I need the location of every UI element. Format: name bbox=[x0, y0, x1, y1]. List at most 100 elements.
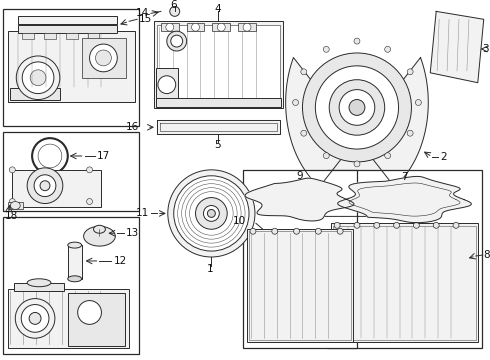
Polygon shape bbox=[286, 58, 428, 216]
Bar bbox=[157, 25, 280, 104]
Circle shape bbox=[323, 153, 329, 159]
Circle shape bbox=[196, 198, 227, 229]
Ellipse shape bbox=[84, 226, 115, 246]
Bar bbox=[14, 283, 64, 291]
Circle shape bbox=[339, 90, 375, 125]
Bar bbox=[161, 23, 179, 31]
Text: 13: 13 bbox=[126, 228, 140, 238]
Circle shape bbox=[96, 50, 111, 66]
Bar bbox=[8, 289, 129, 348]
Circle shape bbox=[16, 56, 60, 99]
Circle shape bbox=[170, 6, 180, 16]
Bar bbox=[44, 33, 56, 39]
Circle shape bbox=[32, 138, 68, 174]
Bar bbox=[88, 33, 99, 39]
Circle shape bbox=[414, 222, 419, 228]
Circle shape bbox=[302, 53, 412, 162]
Circle shape bbox=[171, 35, 183, 47]
Bar bbox=[333, 226, 476, 340]
Text: 6: 6 bbox=[171, 0, 177, 10]
Circle shape bbox=[301, 130, 307, 136]
Circle shape bbox=[374, 222, 380, 228]
Circle shape bbox=[349, 99, 365, 115]
Circle shape bbox=[34, 175, 56, 197]
Bar bbox=[156, 68, 178, 98]
Circle shape bbox=[250, 228, 256, 234]
Ellipse shape bbox=[27, 279, 51, 287]
Text: 14: 14 bbox=[136, 8, 149, 18]
Bar bbox=[82, 38, 126, 78]
Text: 17: 17 bbox=[97, 151, 110, 161]
Circle shape bbox=[329, 80, 385, 135]
Circle shape bbox=[158, 76, 176, 94]
Bar bbox=[249, 231, 351, 340]
Circle shape bbox=[174, 176, 249, 251]
Text: 15: 15 bbox=[139, 14, 152, 24]
Circle shape bbox=[293, 99, 298, 105]
Ellipse shape bbox=[10, 202, 20, 210]
Polygon shape bbox=[430, 12, 484, 83]
Circle shape bbox=[385, 46, 391, 52]
Circle shape bbox=[9, 199, 15, 204]
Bar bbox=[187, 23, 204, 31]
Circle shape bbox=[27, 168, 63, 203]
Bar bbox=[10, 87, 60, 99]
Circle shape bbox=[243, 23, 251, 31]
Text: 8: 8 bbox=[484, 250, 490, 260]
Bar bbox=[18, 25, 117, 33]
Ellipse shape bbox=[94, 225, 105, 233]
Circle shape bbox=[15, 298, 55, 338]
Circle shape bbox=[167, 31, 187, 51]
Polygon shape bbox=[245, 178, 354, 221]
Polygon shape bbox=[157, 120, 280, 134]
Circle shape bbox=[40, 181, 50, 191]
Ellipse shape bbox=[68, 276, 82, 282]
Text: 18: 18 bbox=[4, 211, 18, 221]
Circle shape bbox=[385, 153, 391, 159]
Bar bbox=[3, 9, 139, 126]
Ellipse shape bbox=[68, 242, 82, 248]
Polygon shape bbox=[338, 176, 471, 223]
Bar bbox=[331, 223, 478, 342]
Circle shape bbox=[203, 206, 220, 221]
Text: 2: 2 bbox=[440, 152, 447, 162]
Bar bbox=[3, 217, 139, 354]
Bar bbox=[243, 170, 357, 348]
Circle shape bbox=[90, 44, 117, 72]
Circle shape bbox=[337, 228, 343, 234]
Circle shape bbox=[354, 222, 360, 228]
Bar bbox=[212, 23, 230, 31]
Circle shape bbox=[416, 99, 421, 105]
Bar bbox=[154, 21, 283, 108]
Bar bbox=[68, 245, 82, 279]
Circle shape bbox=[354, 161, 360, 167]
Circle shape bbox=[168, 170, 255, 257]
Circle shape bbox=[453, 222, 459, 228]
Bar bbox=[156, 98, 281, 107]
Text: 7: 7 bbox=[401, 172, 408, 182]
Circle shape bbox=[407, 130, 413, 136]
Bar bbox=[8, 31, 135, 103]
Circle shape bbox=[393, 222, 399, 228]
Text: 12: 12 bbox=[113, 256, 126, 266]
Circle shape bbox=[29, 312, 41, 324]
Bar bbox=[68, 293, 125, 346]
Text: 11: 11 bbox=[136, 208, 149, 219]
Bar bbox=[12, 170, 101, 207]
Circle shape bbox=[87, 199, 93, 204]
Bar bbox=[247, 229, 353, 342]
Circle shape bbox=[21, 305, 49, 332]
Text: 16: 16 bbox=[126, 122, 139, 132]
Bar bbox=[18, 16, 117, 24]
Circle shape bbox=[192, 23, 199, 31]
Text: 9: 9 bbox=[296, 171, 303, 181]
Circle shape bbox=[301, 69, 307, 75]
Circle shape bbox=[294, 228, 299, 234]
Text: 4: 4 bbox=[214, 4, 220, 14]
Circle shape bbox=[30, 70, 46, 86]
Circle shape bbox=[166, 23, 174, 31]
Circle shape bbox=[316, 228, 321, 234]
Bar bbox=[3, 132, 139, 211]
Circle shape bbox=[323, 46, 329, 52]
Circle shape bbox=[38, 144, 62, 168]
